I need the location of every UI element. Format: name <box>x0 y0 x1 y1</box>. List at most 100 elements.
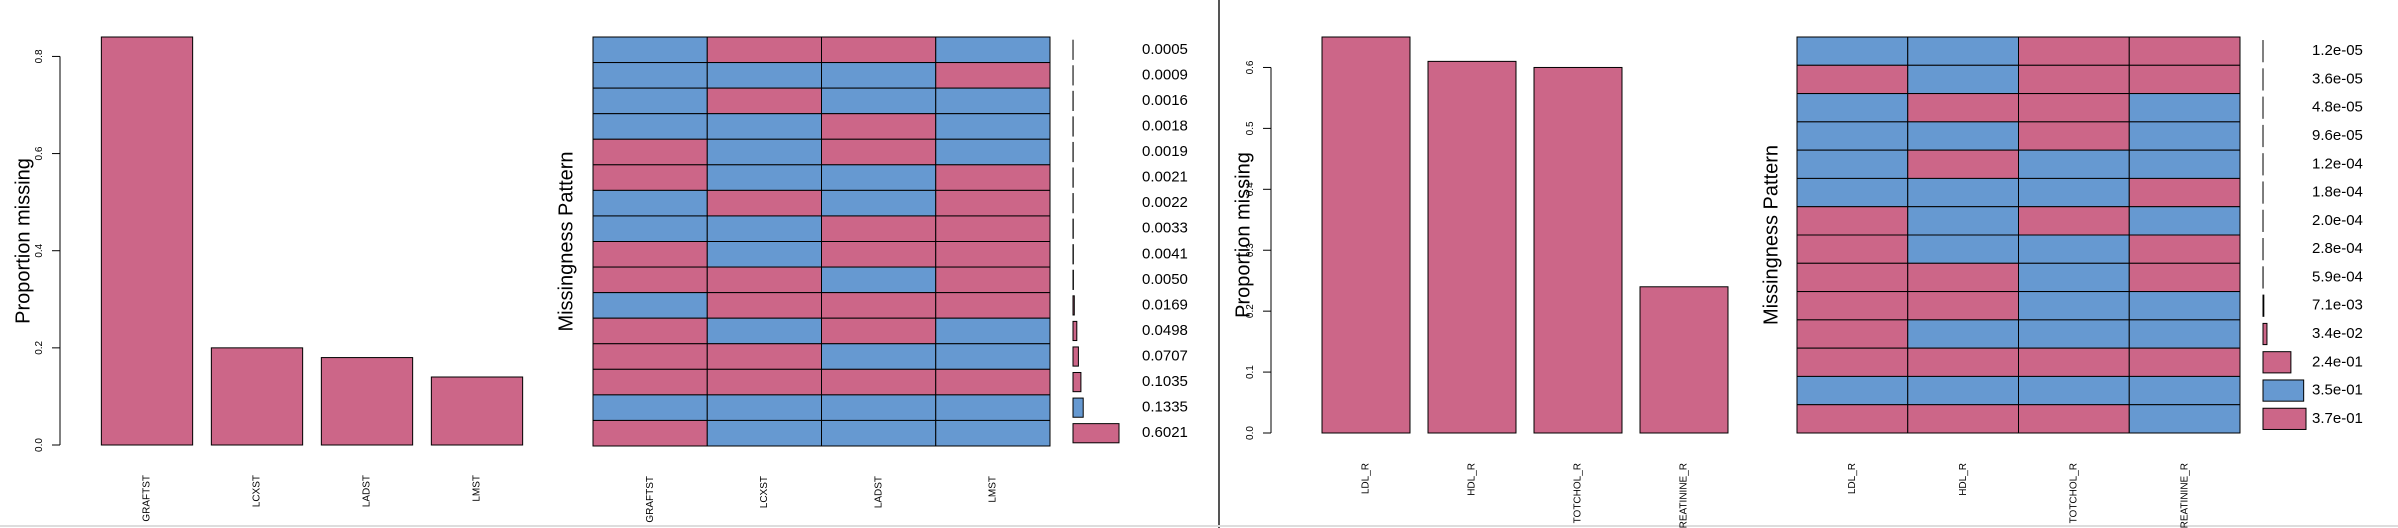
proportion-label: 1.8e-04 <box>2312 184 2363 201</box>
pattern-cell <box>706 87 822 115</box>
pattern-cell <box>821 62 937 89</box>
proportion-bar <box>1072 320 1078 342</box>
pattern-cell <box>2018 404 2130 434</box>
pattern-cell <box>592 241 708 268</box>
proportion-label: 2.0e-04 <box>2312 212 2363 229</box>
x-tick-label: TOTCHOL_R <box>1573 463 1584 523</box>
pattern-cell <box>821 138 937 166</box>
proportion-label: 0.0005 <box>1142 41 1188 58</box>
pattern-cell <box>935 394 1051 421</box>
pattern-cell <box>706 189 822 217</box>
pattern-cell <box>2128 262 2241 293</box>
pattern-cell <box>935 113 1051 140</box>
pattern-cell <box>1907 404 2019 434</box>
pattern-cell <box>2018 121 2130 151</box>
bar <box>1533 66 1623 434</box>
pattern-cell <box>706 292 822 319</box>
proportion-bar <box>2262 322 2268 346</box>
pattern-cell <box>935 138 1051 166</box>
proportion-label: 0.0019 <box>1142 143 1188 160</box>
x-tick-label: TOTCHOL_R <box>2069 463 2080 523</box>
x-tick-label: HDL_R <box>1958 463 1969 496</box>
proportion-label: 7.1e-03 <box>2312 297 2363 314</box>
pattern-cell <box>1907 262 2019 293</box>
proportion-bar <box>2262 294 2265 317</box>
pattern-cell <box>935 419 1051 447</box>
proportion-label: 2.4e-01 <box>2312 353 2363 370</box>
proportion-label: 0.0169 <box>1142 296 1188 313</box>
pattern-cell <box>1796 262 1909 293</box>
pattern-cell <box>935 215 1051 242</box>
x-tick-label: LADST <box>362 475 373 507</box>
pattern-cell <box>1907 347 2019 377</box>
pattern-cell <box>1907 36 2019 66</box>
bar <box>100 36 194 446</box>
proportion-label: 0.0022 <box>1142 194 1188 211</box>
pattern-cell <box>592 36 708 64</box>
proportion-label: 9.6e-05 <box>2312 127 2363 144</box>
pattern-cell <box>2128 375 2241 406</box>
x-tick-label: GRAFTST <box>645 476 656 523</box>
pattern-cell <box>821 164 937 191</box>
y-tick-label: 0.3 <box>1245 243 1256 257</box>
pattern-cell <box>1796 121 1909 151</box>
x-tick-label: GRAFTST <box>142 475 153 522</box>
proportion-bar <box>1072 397 1084 418</box>
pattern-cell <box>2018 347 2130 377</box>
pattern-cell <box>592 189 708 217</box>
pattern-cell <box>1796 291 1909 321</box>
pattern-cell <box>592 215 708 242</box>
pattern-cell <box>1907 121 2019 151</box>
proportion-label: 3.5e-01 <box>2312 382 2363 399</box>
pattern-cell <box>2018 149 2130 179</box>
pattern-cell <box>706 317 822 345</box>
y-tick-label: 0.4 <box>34 243 45 257</box>
pattern-cell <box>935 36 1051 64</box>
proportion-label: 0.0016 <box>1142 92 1188 109</box>
y-tick-label: 0.0 <box>34 438 45 452</box>
y-axis-label: Missingness Pattern <box>555 151 577 331</box>
pattern-cell <box>706 266 822 294</box>
pattern-cell <box>1907 206 2019 236</box>
bar <box>320 357 414 446</box>
y-axis-label: Missingness Pattern <box>1760 145 1782 325</box>
pattern-cell <box>1796 149 1909 179</box>
pattern-cell <box>2128 149 2241 179</box>
pattern-cell <box>821 292 937 319</box>
pattern-cell <box>706 394 822 421</box>
pattern-cell <box>821 368 937 396</box>
proportion-label: 2.8e-04 <box>2312 240 2363 257</box>
pattern-cell <box>821 317 937 345</box>
bar <box>430 376 524 446</box>
pattern-cell <box>935 317 1051 345</box>
pattern-cell <box>706 113 822 140</box>
proportion-label: 5.9e-04 <box>2312 268 2363 285</box>
pattern-cell <box>1907 64 2019 95</box>
y-tick-label: 0.6 <box>1245 60 1256 74</box>
y-tick-label: 0.2 <box>1245 304 1256 318</box>
pattern-cell <box>592 368 708 396</box>
pattern-cell <box>1796 177 1909 208</box>
pattern-cell <box>592 62 708 89</box>
proportion-label: 1.2e-05 <box>2312 42 2363 59</box>
pattern-cell <box>2128 177 2241 208</box>
proportion-label: 1.2e-04 <box>2312 155 2363 172</box>
proportion-bar <box>2262 379 2305 402</box>
bar <box>1639 286 1729 434</box>
x-tick-label: LDL_R <box>1847 463 1858 494</box>
pattern-cell <box>592 317 708 345</box>
pattern-cell <box>821 343 937 370</box>
pattern-cell <box>2128 64 2241 95</box>
pattern-cell <box>2128 36 2241 66</box>
pattern-cell <box>2128 206 2241 236</box>
pattern-cell <box>1907 375 2019 406</box>
pattern-cell <box>706 36 822 64</box>
pattern-cell <box>592 343 708 370</box>
x-tick-label: LCXST <box>759 476 770 508</box>
pattern-cell <box>2128 404 2241 434</box>
pattern-cell <box>2128 347 2241 377</box>
pattern-cell <box>592 138 708 166</box>
pattern-cell <box>1907 177 2019 208</box>
pattern-cell <box>2128 234 2241 264</box>
